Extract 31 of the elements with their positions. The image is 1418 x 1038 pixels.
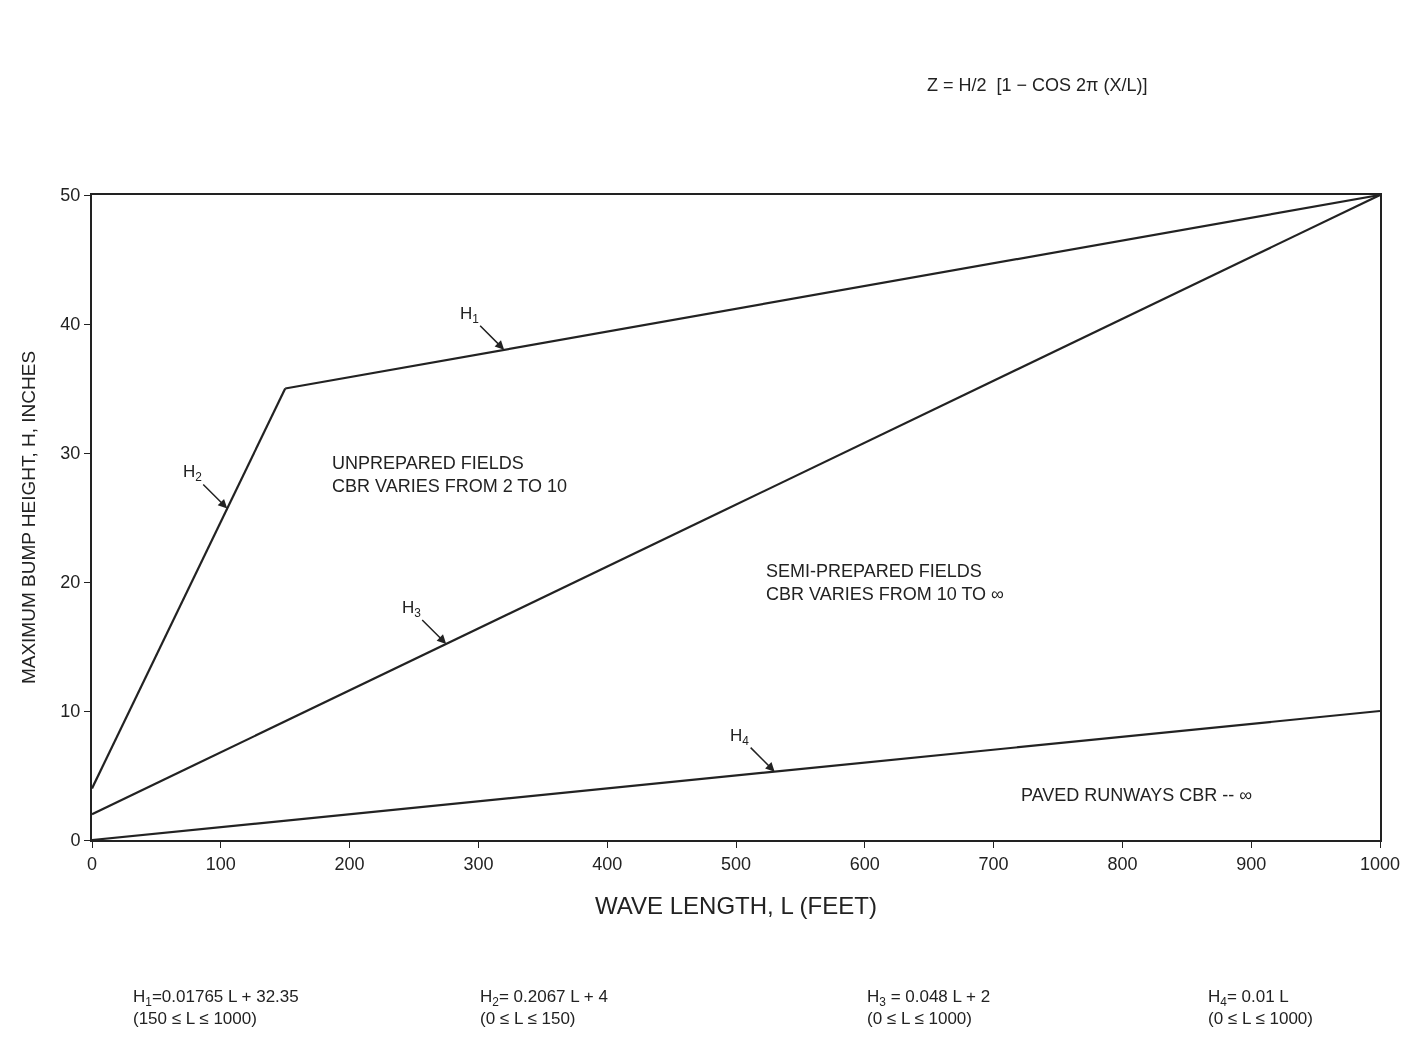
x-tick-label: 600 <box>849 853 880 874</box>
text: H$_{4}$= 0.01 L (0 ≤ L ≤ 1000) <box>1208 987 1313 1029</box>
x-tick-label: 300 <box>463 853 494 874</box>
x-tick-label: 900 <box>1236 853 1267 874</box>
y-tick-label: 20 <box>60 572 81 593</box>
x-tick-label: 800 <box>1107 853 1138 874</box>
y-tick-label: 0 <box>70 830 81 851</box>
series-label: H$_{2}$ <box>183 462 203 484</box>
y-tick-label: 40 <box>60 314 81 335</box>
annotation: PAVED RUNWAYS CBR -- ∞ <box>1021 785 1253 805</box>
text: Z = H/2 [1 − COS 2π (X/L)] <box>927 75 1148 95</box>
y-tick-label: 50 <box>60 185 81 206</box>
annotation: SEMI-PREPARED FIELDS CBR VARIES FROM 10 TO ∞ <box>766 561 1005 605</box>
x-tick-label: 100 <box>205 853 236 874</box>
x-tick-label: 700 <box>978 853 1009 874</box>
annotation: UNPREPARED FIELDS CBR VARIES FROM 2 TO 10 <box>332 453 568 497</box>
y-axis-title: MAXIMUM BUMP HEIGHT, H, INCHES <box>17 350 39 685</box>
series-label: H$_{4}$ <box>730 726 750 748</box>
x-tick-label: 0 <box>86 853 98 874</box>
text: H$_{3}$ = 0.048 L + 2 (0 ≤ L ≤ 1000) <box>867 987 991 1029</box>
text: H$_{1}$=0.01765 L + 32.35 (150 ≤ L ≤ 1000) <box>133 987 299 1029</box>
series-label: H$_{1}$ <box>460 304 480 326</box>
x-tick-label: 500 <box>720 853 752 874</box>
x-axis-title: WAVE LENGTH, L (FEET) <box>595 892 877 920</box>
x-tick-label: 200 <box>334 853 365 874</box>
y-tick-label: 10 <box>60 701 81 722</box>
text: H$_{2}$= 0.2067 L + 4 (0 ≤ L ≤ 150) <box>480 987 608 1029</box>
series-label: H$_{3}$ <box>402 598 422 620</box>
x-tick-label: 400 <box>592 853 623 874</box>
x-tick-label: 1000 <box>1359 853 1401 874</box>
y-tick-label: 30 <box>60 443 81 464</box>
